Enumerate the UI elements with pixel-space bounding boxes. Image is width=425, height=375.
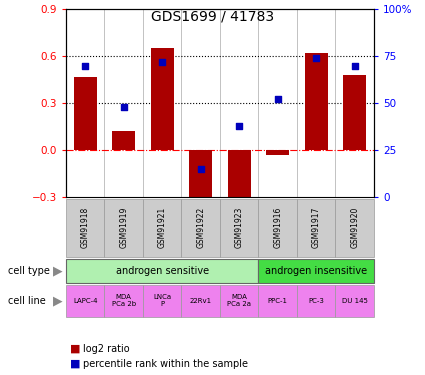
Bar bbox=[112, 131, 135, 150]
Bar bbox=[143, 285, 181, 317]
Text: MDA
PCa 2b: MDA PCa 2b bbox=[112, 294, 136, 307]
Bar bbox=[189, 150, 212, 200]
Text: GSM91917: GSM91917 bbox=[312, 207, 321, 249]
Bar bbox=[105, 199, 143, 257]
Point bbox=[197, 166, 204, 172]
Bar bbox=[228, 150, 251, 197]
Point bbox=[274, 96, 281, 102]
Bar bbox=[66, 285, 105, 317]
Bar bbox=[258, 285, 297, 317]
Bar bbox=[220, 199, 258, 257]
Point bbox=[159, 59, 166, 65]
Text: GSM91916: GSM91916 bbox=[273, 207, 282, 249]
Bar bbox=[258, 259, 374, 283]
Text: ▶: ▶ bbox=[54, 294, 63, 307]
Bar bbox=[105, 285, 143, 317]
Text: androgen insensitive: androgen insensitive bbox=[265, 266, 367, 276]
Text: ■: ■ bbox=[70, 344, 81, 354]
Text: LAPC-4: LAPC-4 bbox=[73, 298, 97, 304]
Text: LNCa
P: LNCa P bbox=[153, 294, 171, 307]
Bar bbox=[181, 199, 220, 257]
Point bbox=[313, 55, 320, 61]
Bar bbox=[335, 285, 374, 317]
Text: PPC-1: PPC-1 bbox=[268, 298, 288, 304]
Text: GSM91920: GSM91920 bbox=[350, 207, 359, 249]
Bar bbox=[66, 199, 105, 257]
Bar bbox=[220, 285, 258, 317]
Point bbox=[82, 63, 88, 69]
Bar bbox=[297, 285, 335, 317]
Bar bbox=[150, 48, 174, 150]
Text: GDS1699 / 41783: GDS1699 / 41783 bbox=[151, 9, 274, 23]
Text: ▶: ▶ bbox=[54, 264, 63, 278]
Bar bbox=[343, 75, 366, 150]
Bar bbox=[66, 259, 258, 283]
Bar bbox=[181, 285, 220, 317]
Bar bbox=[297, 199, 335, 257]
Text: GSM91922: GSM91922 bbox=[196, 207, 205, 249]
Text: 22Rv1: 22Rv1 bbox=[190, 298, 212, 304]
Bar bbox=[335, 199, 374, 257]
Text: PC-3: PC-3 bbox=[308, 298, 324, 304]
Text: log2 ratio: log2 ratio bbox=[83, 344, 130, 354]
Point bbox=[120, 104, 127, 110]
Text: androgen sensitive: androgen sensitive bbox=[116, 266, 209, 276]
Text: GSM91921: GSM91921 bbox=[158, 207, 167, 249]
Bar bbox=[266, 150, 289, 154]
Text: DU 145: DU 145 bbox=[342, 298, 368, 304]
Bar bbox=[305, 53, 328, 150]
Text: GSM91919: GSM91919 bbox=[119, 207, 128, 249]
Text: GSM91923: GSM91923 bbox=[235, 207, 244, 249]
Text: cell type: cell type bbox=[8, 266, 51, 276]
Bar bbox=[143, 199, 181, 257]
Point bbox=[236, 123, 243, 129]
Bar bbox=[74, 76, 96, 150]
Text: ■: ■ bbox=[70, 359, 81, 369]
Bar bbox=[258, 199, 297, 257]
Text: MDA
PCa 2a: MDA PCa 2a bbox=[227, 294, 251, 307]
Text: percentile rank within the sample: percentile rank within the sample bbox=[83, 359, 248, 369]
Point bbox=[351, 63, 358, 69]
Text: cell line: cell line bbox=[8, 296, 46, 306]
Text: GSM91918: GSM91918 bbox=[81, 207, 90, 249]
